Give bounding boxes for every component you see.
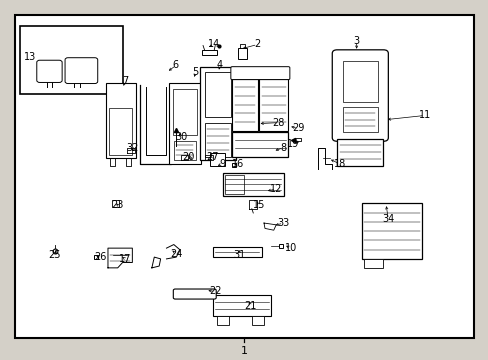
- Bar: [216, 316, 228, 325]
- Bar: [259, 78, 288, 131]
- Text: 24: 24: [170, 248, 182, 258]
- Text: 7: 7: [122, 76, 128, 86]
- Bar: [168, 83, 200, 164]
- Bar: [342, 60, 377, 102]
- Bar: [199, 67, 236, 160]
- Bar: [361, 203, 422, 259]
- FancyBboxPatch shape: [173, 289, 216, 299]
- Text: 14: 14: [208, 40, 220, 49]
- Text: 34: 34: [382, 215, 394, 224]
- Text: 31: 31: [233, 250, 245, 260]
- Text: 5: 5: [192, 67, 199, 77]
- Text: 19: 19: [286, 139, 299, 149]
- Bar: [202, 50, 216, 55]
- Text: 33: 33: [277, 218, 289, 228]
- Text: 12: 12: [269, 184, 282, 194]
- Text: 27: 27: [206, 152, 219, 162]
- Bar: [212, 247, 261, 257]
- Text: 22: 22: [208, 286, 221, 296]
- FancyBboxPatch shape: [37, 60, 62, 82]
- Text: 26: 26: [94, 252, 106, 262]
- Bar: [204, 123, 231, 157]
- Bar: [232, 78, 257, 131]
- Text: 9: 9: [219, 159, 225, 169]
- Text: 16: 16: [232, 159, 244, 169]
- Bar: [224, 175, 244, 194]
- Text: 1: 1: [241, 346, 247, 356]
- Bar: [222, 173, 283, 196]
- Bar: [210, 153, 224, 166]
- FancyBboxPatch shape: [331, 50, 387, 141]
- Text: 11: 11: [418, 111, 430, 121]
- Bar: [173, 140, 195, 160]
- Text: 3: 3: [353, 36, 359, 46]
- Bar: [112, 200, 119, 207]
- Bar: [109, 108, 132, 155]
- Bar: [212, 295, 271, 316]
- Text: 15: 15: [252, 200, 265, 210]
- Text: 6: 6: [172, 60, 178, 70]
- Bar: [172, 89, 196, 135]
- Bar: [363, 259, 383, 268]
- FancyBboxPatch shape: [65, 58, 98, 84]
- Text: 32: 32: [126, 143, 138, 153]
- Text: 10: 10: [284, 243, 296, 253]
- Bar: [342, 107, 377, 132]
- Text: 13: 13: [24, 51, 36, 62]
- Bar: [105, 83, 136, 158]
- Bar: [238, 48, 246, 59]
- Text: 18: 18: [333, 159, 345, 169]
- Text: 2: 2: [254, 40, 260, 49]
- Bar: [336, 139, 383, 166]
- Bar: [232, 132, 288, 157]
- Bar: [20, 26, 122, 94]
- Bar: [204, 72, 231, 117]
- Text: 8: 8: [280, 143, 286, 153]
- Text: 17: 17: [119, 254, 131, 264]
- Text: 23: 23: [111, 200, 123, 210]
- Text: 4: 4: [217, 60, 223, 70]
- Bar: [251, 316, 264, 325]
- Text: 20: 20: [182, 152, 194, 162]
- Text: 29: 29: [291, 123, 304, 133]
- Text: 21: 21: [244, 301, 256, 311]
- Text: 30: 30: [175, 132, 187, 142]
- FancyBboxPatch shape: [230, 67, 289, 80]
- Text: 28: 28: [272, 118, 284, 128]
- Text: 25: 25: [48, 250, 61, 260]
